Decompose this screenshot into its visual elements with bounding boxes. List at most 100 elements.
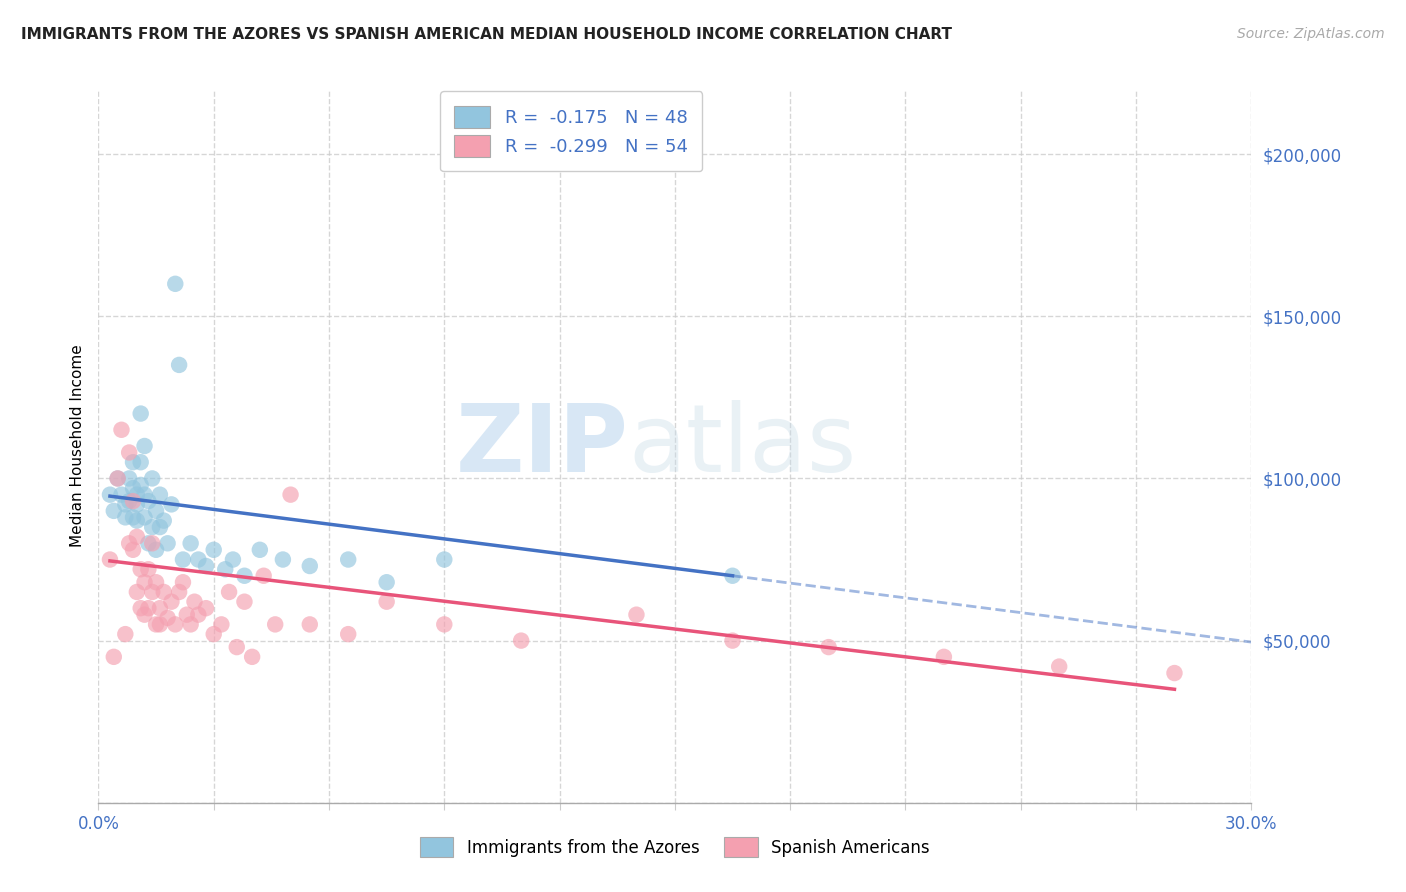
Point [375, 575, 398, 590]
Legend: Immigrants from the Azores, Spanish Americans: Immigrants from the Azores, Spanish Amer… [412, 829, 938, 866]
Point [138, 494, 160, 508]
Point [225, 640, 247, 654]
Point [160, 595, 183, 609]
Point [337, 552, 360, 566]
Text: ZIP: ZIP [456, 400, 628, 492]
Point [253, 568, 276, 582]
Point [167, 585, 190, 599]
Point [134, 607, 156, 622]
Point [114, 510, 136, 524]
Point [118, 536, 141, 550]
Point [145, 542, 167, 557]
Point [98, 552, 121, 566]
Point [202, 542, 225, 557]
Point [187, 552, 209, 566]
Point [1163, 666, 1185, 681]
Point [176, 607, 198, 622]
Point [118, 445, 141, 459]
Point [129, 455, 152, 469]
Point [129, 562, 152, 576]
Point [103, 504, 125, 518]
Point [721, 633, 744, 648]
Point [160, 497, 183, 511]
Point [122, 542, 145, 557]
Point [932, 649, 955, 664]
Point [145, 575, 167, 590]
Y-axis label: Median Household Income: Median Household Income [69, 344, 84, 548]
Point [149, 520, 172, 534]
Point [141, 471, 163, 485]
Point [165, 277, 187, 291]
Point [149, 488, 172, 502]
Point [141, 585, 163, 599]
Point [214, 562, 236, 576]
Point [209, 617, 232, 632]
Point [264, 617, 287, 632]
Text: atlas: atlas [628, 400, 858, 492]
Point [118, 494, 141, 508]
Point [172, 552, 194, 566]
Point [149, 617, 172, 632]
Point [240, 649, 263, 664]
Point [337, 627, 360, 641]
Point [222, 552, 245, 566]
Point [180, 617, 202, 632]
Point [180, 536, 202, 550]
Point [138, 601, 160, 615]
Point [129, 478, 152, 492]
Point [110, 488, 132, 502]
Point [271, 552, 294, 566]
Point [110, 423, 132, 437]
Point [129, 601, 152, 615]
Point [233, 595, 256, 609]
Point [156, 536, 179, 550]
Point [375, 595, 398, 609]
Point [172, 575, 194, 590]
Point [141, 536, 163, 550]
Point [141, 520, 163, 534]
Point [195, 601, 218, 615]
Point [510, 633, 533, 648]
Point [183, 595, 205, 609]
Point [156, 611, 179, 625]
Point [98, 488, 121, 502]
Point [433, 552, 456, 566]
Point [145, 504, 167, 518]
Point [187, 607, 209, 622]
Point [145, 617, 167, 632]
Text: IMMIGRANTS FROM THE AZORES VS SPANISH AMERICAN MEDIAN HOUSEHOLD INCOME CORRELATI: IMMIGRANTS FROM THE AZORES VS SPANISH AM… [21, 27, 952, 42]
Text: Source: ZipAtlas.com: Source: ZipAtlas.com [1237, 27, 1385, 41]
Point [433, 617, 456, 632]
Point [122, 510, 145, 524]
Point [195, 559, 218, 574]
Point [138, 536, 160, 550]
Point [134, 510, 156, 524]
Point [122, 455, 145, 469]
Point [129, 407, 152, 421]
Point [280, 488, 302, 502]
Point [125, 514, 148, 528]
Point [298, 617, 321, 632]
Point [125, 530, 148, 544]
Point [122, 481, 145, 495]
Point [298, 559, 321, 574]
Point [118, 471, 141, 485]
Point [114, 497, 136, 511]
Point [1047, 659, 1070, 673]
Point [721, 568, 744, 582]
Point [233, 568, 256, 582]
Point [167, 358, 190, 372]
Point [107, 471, 129, 485]
Point [125, 585, 148, 599]
Point [817, 640, 839, 654]
Point [138, 562, 160, 576]
Point [149, 601, 172, 615]
Point [125, 488, 148, 502]
Point [134, 488, 156, 502]
Point [122, 494, 145, 508]
Point [114, 627, 136, 641]
Point [107, 471, 129, 485]
Point [134, 575, 156, 590]
Point [165, 617, 187, 632]
Point [249, 542, 271, 557]
